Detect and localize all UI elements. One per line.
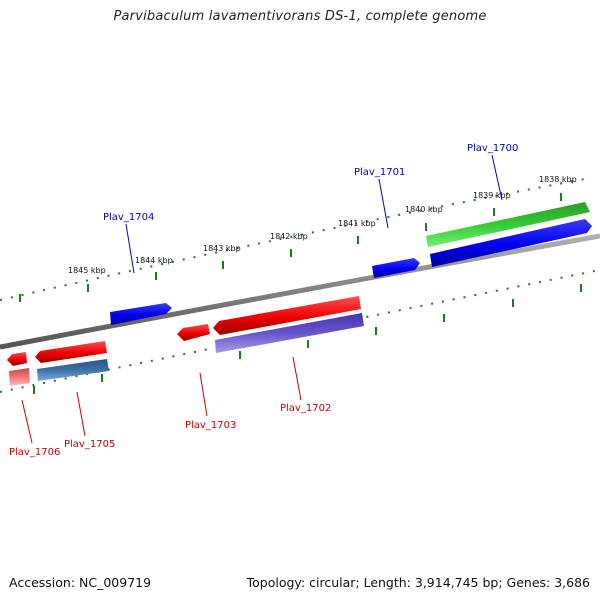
gene-plav-1702-purple[interactable] (215, 313, 364, 353)
gene-plav-1700-blue[interactable] (430, 219, 592, 267)
gene-label-plav-1702[interactable]: Plav_1702 (280, 403, 331, 414)
topology-footer: Topology: circular; Length: 3,914,745 bp… (246, 575, 590, 590)
tick-label-1840: 1840 kbp (405, 205, 443, 214)
gene-label-plav-1705[interactable]: Plav_1705 (64, 439, 115, 450)
accession-footer: Accession: NC_009719 (9, 575, 152, 590)
gene-label-plav-1703[interactable]: Plav_1703 (185, 420, 236, 431)
gene-label-plav-1701[interactable]: Plav_1701 (354, 167, 405, 178)
gene-plav-1704[interactable] (110, 303, 172, 325)
gene-plav-1706-pink[interactable] (9, 368, 30, 386)
tick-label-1843: 1843 kbp (203, 244, 241, 253)
tick-label-1838: 1838 kbp (539, 175, 577, 184)
gene-plav-1700-green[interactable] (426, 202, 590, 247)
gene-plav-1705-red[interactable] (35, 341, 107, 363)
tick-label-1841: 1841 kbp (338, 219, 376, 228)
tick-label-1842: 1842 kbp (270, 232, 308, 241)
tick-label-1844: 1844 kbp (135, 256, 173, 265)
forward-leader-lines (125, 154, 503, 274)
gene-label-plav-1700[interactable]: Plav_1700 (467, 143, 518, 154)
gene-plav-1705-steel[interactable] (37, 359, 109, 381)
gene-label-plav-1706[interactable]: Plav_1706 (9, 447, 60, 458)
tick-label-1839: 1839 kbp (473, 191, 511, 200)
gene-plav-1706-red[interactable] (7, 352, 27, 366)
genome-backbone (0, 233, 600, 350)
gene-plav-1702-red[interactable] (213, 296, 361, 335)
major-ticks (19, 193, 582, 394)
map-title: Parvibaculum lavamentivorans DS-1, compl… (113, 9, 487, 24)
gene-label-plav-1704[interactable]: Plav_1704 (103, 212, 154, 223)
reverse-leader-lines (21, 356, 302, 444)
gene-plav-1701[interactable] (372, 258, 420, 278)
tick-label-1845: 1845 kbp (68, 266, 106, 275)
gene-plav-1703[interactable] (177, 324, 210, 341)
